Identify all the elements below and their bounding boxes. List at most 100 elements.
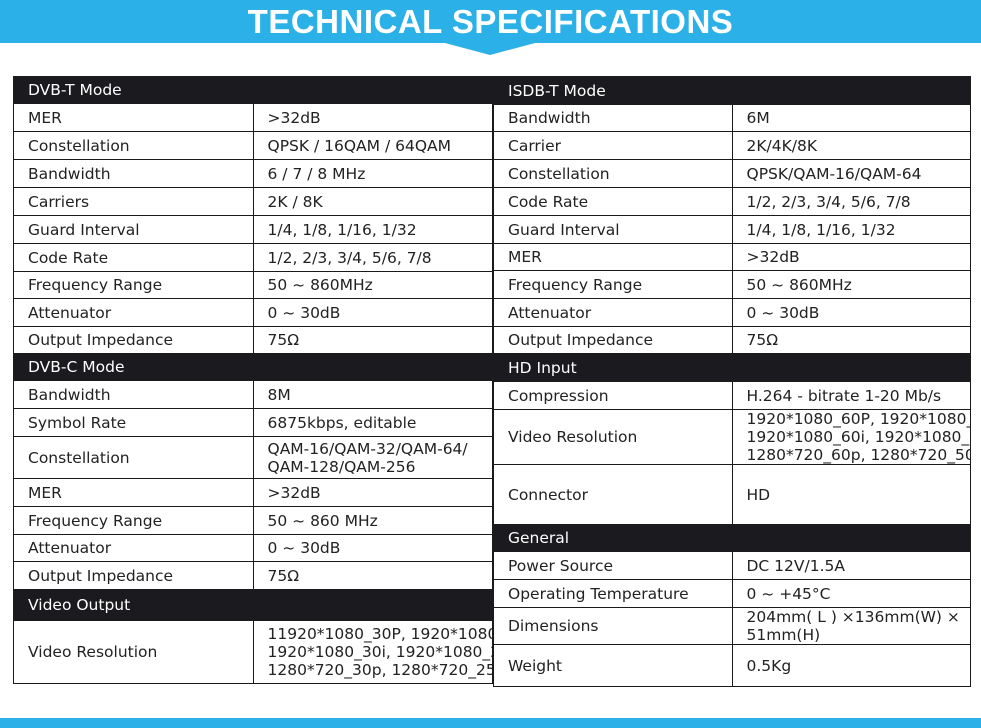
section-header-dvb-c-mode: DVB-C Mode	[13, 353, 493, 381]
spec-row-video-resolution: Video Resolution 11920*1080_30P, 1920*108…	[13, 620, 493, 684]
spec-row-video-resolution: Video Resolution 1920*1080_60P, 1920*1080…	[493, 409, 971, 465]
spec-value: DC 12V/1.5A	[731, 551, 971, 580]
section-header-video-output: Video Output	[13, 589, 493, 621]
spec-row-attenuator: Attenuator 0 ~ 30dB	[13, 298, 493, 327]
spec-value: H.264 - bitrate 1-20 Mb/s	[731, 381, 971, 410]
spec-value: 6 / 7 / 8 MHz	[252, 159, 493, 188]
spec-value: 0 ~ 30dB	[252, 298, 493, 327]
section-header-hd-input: HD Input	[493, 353, 971, 382]
spec-value: QPSK / 16QAM / 64QAM	[252, 131, 493, 160]
title-banner	[0, 0, 981, 43]
spec-label: Carrier	[493, 131, 733, 160]
spec-value: >32dB	[252, 103, 493, 132]
spec-value: 50 ~ 860 MHz	[252, 506, 493, 535]
spec-label: Carriers	[13, 187, 254, 216]
spec-value: >32dB	[731, 243, 971, 271]
spec-label: Bandwidth	[13, 159, 254, 188]
spec-label: Bandwidth	[493, 104, 733, 132]
spec-value: 11920*1080_30P, 1920*1080_25P1920*1080_3…	[252, 620, 493, 684]
spec-row-operating-temperature: Operating Temperature 0 ~ +45°C	[493, 579, 971, 608]
spec-value-line: 11920*1080_30P, 1920*1080_25P	[267, 625, 492, 643]
spec-label: Output Impedance	[13, 561, 254, 590]
spec-row-frequency-range: Frequency Range 50 ~ 860MHz	[13, 271, 493, 299]
spec-row-constellation: Constellation QPSK / 16QAM / 64QAM	[13, 131, 493, 160]
spec-value: QPSK/QAM-16/QAM-64	[731, 159, 971, 188]
spec-label: Constellation	[493, 159, 733, 188]
spec-label: Operating Temperature	[493, 579, 733, 608]
spec-row-connector: Connector HD	[493, 464, 971, 525]
spec-table-left: DVB-T Mode MER >32dB Constellation QPSK / 16…	[13, 76, 493, 684]
spec-label: Attenuator	[13, 534, 254, 562]
spec-label: Guard Interval	[493, 215, 733, 244]
spec-value: 0 ~ 30dB	[252, 534, 493, 562]
section-header-isdb-t-mode: ISDB-T Mode	[493, 76, 971, 105]
spec-row-power-source: Power Source DC 12V/1.5A	[493, 551, 971, 580]
spec-value: 75Ω	[252, 326, 493, 354]
spec-label: Frequency Range	[13, 506, 254, 535]
spec-value-line: 1920*1080_60P, 1920*1080_50P;	[746, 410, 970, 429]
spec-label: Code Rate	[493, 187, 733, 216]
spec-value: 0 ~ 30dB	[731, 298, 971, 327]
spec-row-frequency-range: Frequency Range 50 ~ 860 MHz	[13, 506, 493, 535]
spec-row-output-impedance: Output Impedance 75Ω	[493, 326, 971, 354]
section-header-label: HD Input	[493, 353, 971, 382]
spec-row-carriers: Carriers 2K / 8K	[13, 187, 493, 216]
spec-label: Connector	[493, 464, 733, 525]
spec-row-dimensions: Dimensions 204mm( L ) ×136mm(W) × 51mm(H)	[493, 607, 971, 645]
spec-row-attenuator: Attenuator 0 ~ 30dB	[493, 298, 971, 327]
spec-row-symbol-rate: Symbol Rate 6875kbps, editable	[13, 408, 493, 437]
spec-row-constellation: Constellation QAM-16/QAM-32/QAM-64/QAM-12…	[13, 436, 493, 479]
spec-row-carrier: Carrier 2K/4K/8K	[493, 131, 971, 160]
spec-label: Video Resolution	[493, 409, 733, 465]
section-header-label: General	[493, 524, 971, 552]
spec-row-compression: Compression H.264 - bitrate 1-20 Mb/s	[493, 381, 971, 410]
spec-label: Attenuator	[493, 298, 733, 327]
spec-label: MER	[13, 103, 254, 132]
spec-row-mer: MER >32dB	[13, 478, 493, 507]
spec-label: Power Source	[493, 551, 733, 580]
section-header-label: DVB-T Mode	[13, 76, 493, 104]
spec-row-constellation: Constellation QPSK/QAM-16/QAM-64	[493, 159, 971, 188]
spec-value: 1/4, 1/8, 1/16, 1/32	[252, 215, 493, 244]
section-header-label: Video Output	[13, 589, 493, 621]
banner-arrow-shape	[445, 43, 535, 55]
spec-label: Guard Interval	[13, 215, 254, 244]
spec-label: Bandwidth	[13, 380, 254, 409]
spec-row-mer: MER >32dB	[493, 243, 971, 271]
spec-label: Output Impedance	[493, 326, 733, 354]
spec-row-bandwidth: Bandwidth 8M	[13, 380, 493, 409]
spec-value-line: QAM-16/QAM-32/QAM-64/	[267, 439, 468, 458]
spec-label: MER	[13, 478, 254, 507]
spec-value-line: QAM-128/QAM-256	[267, 457, 416, 476]
spec-value: 0.5Kg	[731, 644, 971, 687]
spec-row-guard-interval: Guard Interval 1/4, 1/8, 1/16, 1/32	[493, 215, 971, 244]
spec-label: Attenuator	[13, 298, 254, 327]
spec-row-frequency-range: Frequency Range 50 ~ 860MHz	[493, 270, 971, 299]
spec-value: 6M	[731, 104, 971, 132]
spec-value: 204mm( L ) ×136mm(W) × 51mm(H)	[731, 607, 971, 645]
spec-label: Weight	[493, 644, 733, 687]
spec-row-weight: Weight 0.5Kg	[493, 644, 971, 687]
spec-label: MER	[493, 243, 733, 271]
spec-value-line: 51mm(H)	[746, 626, 821, 644]
spec-value: >32dB	[252, 478, 493, 507]
spec-value: 75Ω	[252, 561, 493, 590]
spec-value-line: 1920*1080_60i, 1920*1080_50i;	[746, 428, 970, 446]
spec-value: 1/4, 1/8, 1/16, 1/32	[731, 215, 971, 244]
footer-bar	[0, 718, 981, 728]
spec-value: HD	[731, 464, 971, 525]
section-header-dvb-t-mode: DVB-T Mode	[13, 76, 493, 104]
page-title: TECHNICAL SPECIFICATIONS	[247, 3, 734, 40]
spec-table-right: ISDB-T Mode Bandwidth 6M Carrier 2K/4K/8K Con…	[493, 76, 971, 687]
spec-value-line: 204mm( L ) ×136mm(W) ×	[746, 608, 960, 627]
spec-row-bandwidth: Bandwidth 6M	[493, 104, 971, 132]
spec-value: 2K/4K/8K	[731, 131, 971, 160]
spec-row-attenuator: Attenuator 0 ~ 30dB	[13, 534, 493, 562]
spec-row-bandwidth: Bandwidth 6 / 7 / 8 MHz	[13, 159, 493, 188]
spec-label: Frequency Range	[13, 271, 254, 299]
spec-value-line: 1280*720_30p, 1280*720_25P	[267, 661, 493, 679]
spec-value-line: 1280*720_60p, 1280*720_50P	[746, 446, 971, 464]
spec-label: Dimensions	[493, 607, 733, 645]
spec-value-line: 1920*1080_30i, 1920*1080_25i;	[267, 643, 492, 661]
spec-label: Video Resolution	[13, 620, 254, 684]
